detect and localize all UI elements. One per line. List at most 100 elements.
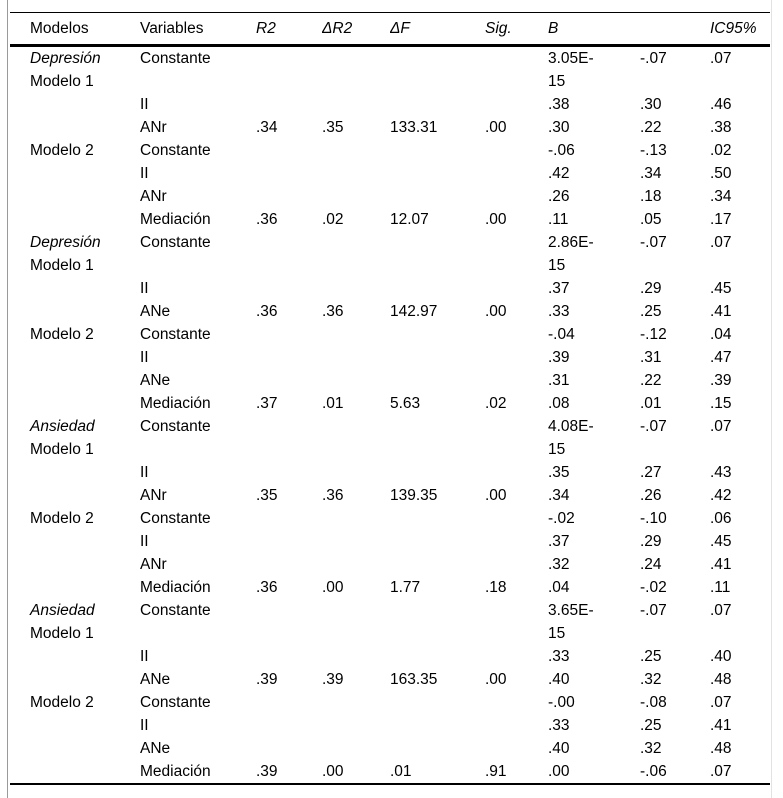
delta-f-cell: 163.35	[390, 671, 438, 688]
model-label: Modelo 2	[30, 694, 94, 711]
delta-r2-cell	[322, 507, 390, 530]
sig-cell	[485, 645, 548, 668]
r2-cell	[256, 507, 322, 530]
ci-lower-cell: .29	[640, 533, 662, 550]
variables-cell: ANe	[140, 671, 171, 688]
table-row: ANe .31 .22 .39	[10, 369, 770, 392]
table-row: Modelo 2 Constante -.00 -.08 .07	[10, 691, 770, 714]
table-row: II .39 .31 .47	[10, 346, 770, 369]
delta-f-cell	[390, 346, 485, 369]
table-row: II .37 .29 .45	[10, 277, 770, 300]
sig-cell	[485, 507, 548, 530]
column-header-delta-f: ΔF	[390, 12, 485, 47]
variables-cell: Constante	[140, 142, 211, 159]
table-row: ANe .40 .32 .48	[10, 737, 770, 760]
b-cell: 4.08E- 15	[548, 418, 594, 458]
delta-r2-cell: .00	[322, 763, 344, 780]
delta-r2-cell	[322, 277, 390, 300]
sig-cell	[485, 185, 548, 208]
delta-f-cell	[390, 530, 485, 553]
sig-cell	[485, 369, 548, 392]
b-cell: -.00	[548, 694, 575, 711]
b-cell: -.06	[548, 142, 575, 159]
delta-r2-cell	[322, 185, 390, 208]
b-cell: -.02	[548, 510, 575, 527]
modelos-cell: Modelo 2	[10, 323, 140, 346]
ci-upper-cell: .07	[710, 694, 732, 711]
delta-r2-cell	[322, 553, 390, 576]
variables-cell: ANr	[140, 487, 167, 504]
table-row: II .42 .34 .50	[10, 162, 770, 185]
sig-cell	[485, 415, 548, 461]
ci-upper-cell: .07	[710, 763, 732, 780]
delta-r2-cell: .36	[322, 487, 344, 504]
delta-f-cell: 5.63	[390, 395, 421, 412]
ci-lower-cell: -.10	[640, 510, 667, 527]
table-row: II .35 .27 .43	[10, 461, 770, 484]
delta-f-cell	[390, 737, 485, 760]
ci-upper-cell: .15	[710, 395, 732, 412]
ci-upper-cell: .07	[710, 50, 732, 67]
section-label: Depresión	[30, 234, 101, 251]
modelos-cell	[10, 369, 140, 392]
delta-f-cell	[390, 231, 485, 277]
ci-upper-cell: .11	[710, 579, 731, 596]
table-body: Depresión Modelo 1 Constante 3.05E- 15 -.07.…	[10, 46, 770, 785]
column-header-ic95: IC95%	[710, 12, 770, 47]
variables-cell: II	[140, 349, 149, 366]
sig-cell	[485, 737, 548, 760]
modelos-cell	[10, 300, 140, 323]
ci-lower-cell: .22	[640, 372, 662, 389]
sig-cell	[485, 231, 548, 277]
delta-r2-cell	[322, 46, 390, 94]
sig-cell	[485, 162, 548, 185]
r2-cell	[256, 139, 322, 162]
modelos-cell	[10, 392, 140, 415]
b-cell: .30	[548, 119, 570, 136]
sig-cell	[485, 714, 548, 737]
table-row: Ansiedad Modelo 1 Constante 3.65E- 15 -.07 .0…	[10, 599, 770, 645]
model-label: Modelo 2	[30, 142, 94, 159]
model-label: Modelo 1	[30, 73, 94, 90]
table-row: Mediación .39 .00 .01 .91 .00 -.06 .07	[10, 760, 770, 784]
header-row: Modelos Variables R2 ΔR2 ΔF Sig. B IC95%	[10, 12, 770, 47]
r2-cell	[256, 691, 322, 714]
ci-upper-cell: .41	[710, 303, 732, 320]
ci-upper-cell: .45	[710, 280, 732, 297]
b-cell: .42	[548, 165, 570, 182]
r2-cell: .36	[256, 303, 278, 320]
b-cell: .00	[548, 763, 570, 780]
ci-lower-cell: .18	[640, 188, 662, 205]
variables-cell: Constante	[140, 326, 211, 343]
b-cell: 2.86E- 15	[548, 234, 594, 274]
ci-lower-cell: -.08	[640, 694, 667, 711]
modelos-cell	[10, 645, 140, 668]
sig-cell	[485, 277, 548, 300]
r2-cell	[256, 415, 322, 461]
ci-lower-cell: .01	[640, 395, 662, 412]
r2-cell	[256, 185, 322, 208]
variables-cell: II	[140, 280, 149, 297]
table-row: Modelo 2 Constante -.02 -.10 .06	[10, 507, 770, 530]
table-row: ANe .39 .39 163.35 .00 .40 .32 .48	[10, 668, 770, 691]
delta-f-cell	[390, 507, 485, 530]
delta-f-cell	[390, 691, 485, 714]
delta-f-cell: 142.97	[390, 303, 438, 320]
modelos-cell	[10, 346, 140, 369]
delta-f-cell	[390, 645, 485, 668]
table-row: ANr .26 .18 .34	[10, 185, 770, 208]
section-label: Depresión	[30, 50, 101, 67]
modelos-cell	[10, 576, 140, 599]
b-cell: .37	[548, 280, 570, 297]
modelos-cell	[10, 760, 140, 784]
ci-lower-cell: .32	[640, 671, 662, 688]
delta-f-cell: 1.77	[390, 579, 421, 596]
b-cell: .26	[548, 188, 570, 205]
sig-cell: .00	[485, 671, 507, 688]
delta-r2-cell: .02	[322, 211, 344, 228]
r2-cell	[256, 714, 322, 737]
modelos-cell	[10, 185, 140, 208]
variables-cell: ANr	[140, 556, 167, 573]
delta-r2-cell	[322, 645, 390, 668]
sig-cell	[485, 93, 548, 116]
